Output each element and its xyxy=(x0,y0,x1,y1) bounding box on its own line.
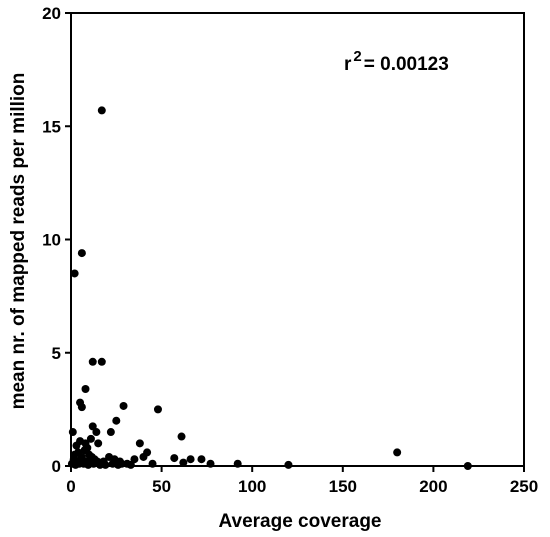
y-axis-ticks: 0 5 10 15 20 xyxy=(42,4,71,476)
y-tick-label: 20 xyxy=(42,4,61,23)
data-point xyxy=(80,446,89,455)
data-point xyxy=(119,401,128,410)
data-point xyxy=(81,384,90,393)
data-point xyxy=(233,459,242,468)
data-point xyxy=(70,269,79,278)
y-tick-label: 0 xyxy=(52,457,61,476)
data-point xyxy=(87,452,96,461)
y-tick-label: 10 xyxy=(42,231,61,250)
data-point xyxy=(97,357,106,366)
data-point xyxy=(130,455,139,464)
plot-frame xyxy=(70,12,525,467)
data-point xyxy=(86,434,95,443)
data-point xyxy=(92,428,101,437)
data-point xyxy=(97,106,106,115)
r-squared-value: = 0.00123 xyxy=(364,54,449,75)
r-squared-annotation: r 2 = 0.00123 xyxy=(344,48,449,75)
data-point xyxy=(112,416,121,425)
x-axis-label: Average coverage xyxy=(218,511,381,532)
data-point xyxy=(148,459,157,468)
data-point xyxy=(153,405,162,414)
data-point xyxy=(126,460,135,469)
y-tick-label: 15 xyxy=(42,117,61,136)
data-point xyxy=(284,460,293,469)
data-point xyxy=(88,422,97,431)
data-point xyxy=(101,460,110,469)
data-point xyxy=(170,454,179,463)
data-point xyxy=(177,432,186,441)
data-point xyxy=(117,459,126,468)
y-axis-label: mean nr. of mapped reads per million xyxy=(8,73,29,410)
data-point xyxy=(393,448,402,457)
x-axis-ticks: 0 50 100 150 200 250 xyxy=(66,466,538,496)
data-point xyxy=(186,455,195,464)
data-point xyxy=(76,437,85,446)
r-squared-prefix: r xyxy=(344,54,352,75)
axes xyxy=(70,12,525,467)
data-point xyxy=(206,459,215,468)
x-tick-label: 50 xyxy=(152,477,171,496)
data-point xyxy=(77,249,86,258)
data-point xyxy=(77,403,86,412)
data-points xyxy=(67,106,472,470)
x-tick-label: 250 xyxy=(510,477,538,496)
x-tick-label: 100 xyxy=(238,477,266,496)
data-point xyxy=(463,462,472,470)
data-point xyxy=(179,458,188,467)
y-tick-label: 5 xyxy=(52,344,61,363)
x-tick-label: 150 xyxy=(329,477,357,496)
data-point xyxy=(135,439,144,448)
data-point xyxy=(143,448,152,457)
x-tick-label: 200 xyxy=(419,477,447,496)
data-point xyxy=(88,357,97,366)
data-point xyxy=(197,455,206,464)
data-point xyxy=(94,439,103,448)
r-squared-superscript: 2 xyxy=(353,48,361,65)
data-point xyxy=(68,428,77,437)
x-tick-label: 0 xyxy=(66,477,75,496)
data-point xyxy=(106,428,115,437)
